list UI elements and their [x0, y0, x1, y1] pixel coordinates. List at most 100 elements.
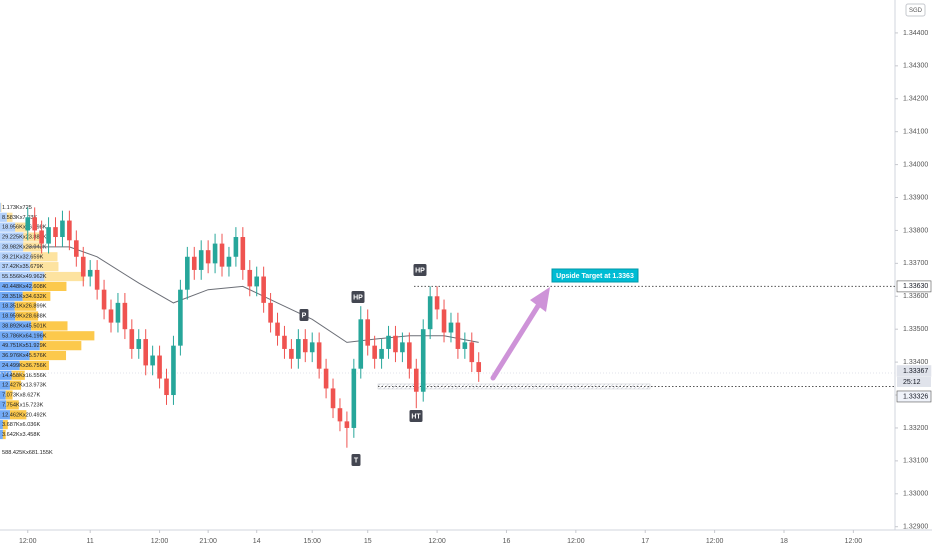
profile-label: 18.956Kx16.498K	[2, 225, 47, 231]
profile-sell	[5, 390, 13, 400]
profile-sell	[29, 350, 67, 361]
annotation-box	[413, 264, 427, 276]
profile-label: 24.499Kx36.756K	[2, 363, 47, 369]
price-tag: 1.33367	[903, 368, 928, 375]
candle-body	[462, 342, 468, 349]
candle-body	[365, 319, 371, 346]
profile-buy	[0, 350, 30, 361]
profile-buy	[0, 400, 7, 410]
candle-body	[136, 339, 142, 349]
annotation: HT	[411, 413, 421, 420]
annotation: HP	[353, 294, 363, 301]
profile-sell	[9, 380, 22, 390]
candle-body	[108, 309, 114, 323]
candle-body	[413, 368, 419, 392]
candle-body	[275, 322, 280, 336]
candle-body	[254, 276, 260, 287]
y-tick-label: 1.33000	[903, 491, 928, 498]
annotation: P	[302, 312, 307, 319]
profile-label: 18.351Kx26.899K	[2, 304, 47, 310]
x-tick-label: 15:00	[303, 538, 321, 545]
profile-sell	[31, 252, 58, 262]
countdown-box	[897, 376, 931, 387]
profile-buy	[0, 242, 24, 252]
candle-body	[448, 322, 454, 333]
x-tick-label: 21:00	[199, 538, 217, 545]
profile-buy	[0, 281, 33, 291]
profile-label: 3.687Kx6.036K	[2, 422, 41, 428]
candle-body	[115, 302, 121, 323]
x-tick-label: 12:00	[845, 538, 863, 545]
profile-sell	[15, 222, 29, 232]
candle-body	[400, 342, 405, 353]
candle-body	[469, 342, 475, 363]
profile-buy	[0, 262, 30, 272]
candle-body	[122, 302, 128, 330]
annotation-box	[351, 291, 365, 303]
candle-body	[372, 345, 377, 359]
profile-buy	[0, 252, 32, 262]
candle-body	[420, 329, 426, 392]
profile-label: 40.448Kx42.608K	[2, 284, 47, 290]
annotation-box	[409, 410, 423, 422]
target-arrow	[490, 303, 541, 381]
target-label: Upside Target at 1.3363	[556, 273, 634, 280]
candle-body	[261, 276, 266, 303]
candle-body	[25, 217, 31, 231]
candle-body	[32, 217, 37, 231]
candle-body	[191, 256, 197, 270]
candle-body	[94, 269, 100, 290]
candle-body	[157, 355, 162, 379]
x-tick-label: 15	[364, 538, 372, 545]
y-tick-label: 1.34400	[903, 30, 928, 37]
profile-buy	[0, 291, 23, 301]
candle-body	[309, 342, 315, 353]
target-arrow-head	[530, 287, 550, 312]
profile-label: 29.225Kx23.881K	[2, 235, 47, 241]
profile-label: 7.073Kx8.627K	[2, 393, 41, 399]
profile-label: 36.976Kx45.576K	[2, 353, 47, 359]
candle-body	[87, 269, 93, 277]
price-tag: 1.33326	[903, 393, 928, 400]
profile-buy	[0, 321, 32, 331]
candle-body	[143, 339, 148, 366]
y-tick-label: 1.34200	[903, 96, 928, 103]
y-tick-label: 1.33600	[903, 293, 928, 300]
profile-sell	[32, 281, 67, 291]
candle-body	[60, 220, 65, 238]
price-tag-box	[896, 280, 932, 293]
profile-label: 39.21Kx32.659K	[2, 254, 44, 260]
target-label-box	[551, 268, 639, 283]
profile-buy	[0, 311, 16, 321]
currency: SGD	[909, 8, 923, 14]
currency-box[interactable]	[905, 3, 926, 17]
price-tag-box	[896, 365, 932, 377]
countdown: 25:12	[903, 379, 921, 386]
x-tick-label: 12:00	[706, 538, 724, 545]
profile-label: 28.351Kx34.632K	[2, 294, 47, 300]
candle-body	[233, 237, 239, 257]
candle-body	[171, 345, 176, 396]
candle-body	[323, 368, 329, 389]
candle-body	[101, 289, 107, 310]
candle-body	[46, 227, 51, 244]
profile-sell	[44, 271, 85, 282]
profile-buy	[0, 380, 10, 390]
profile-buy	[0, 271, 45, 282]
annotation: HP	[415, 267, 425, 274]
y-tick-label: 1.34000	[903, 161, 928, 168]
profile-sell	[39, 341, 82, 351]
candle-body	[226, 256, 232, 267]
candle-body	[150, 355, 155, 366]
profile-buy	[0, 222, 16, 232]
profile-buy	[0, 341, 40, 351]
candle-body	[185, 256, 190, 290]
candle-body	[219, 243, 225, 267]
candle-body	[393, 335, 398, 353]
candle-body	[198, 250, 204, 270]
candle-body	[289, 348, 294, 359]
profile-total: 588.425Kx681.155K	[2, 450, 53, 456]
y-tick-label: 1.33800	[903, 227, 928, 234]
profile-label: 14.458Kx16.556K	[2, 373, 47, 379]
